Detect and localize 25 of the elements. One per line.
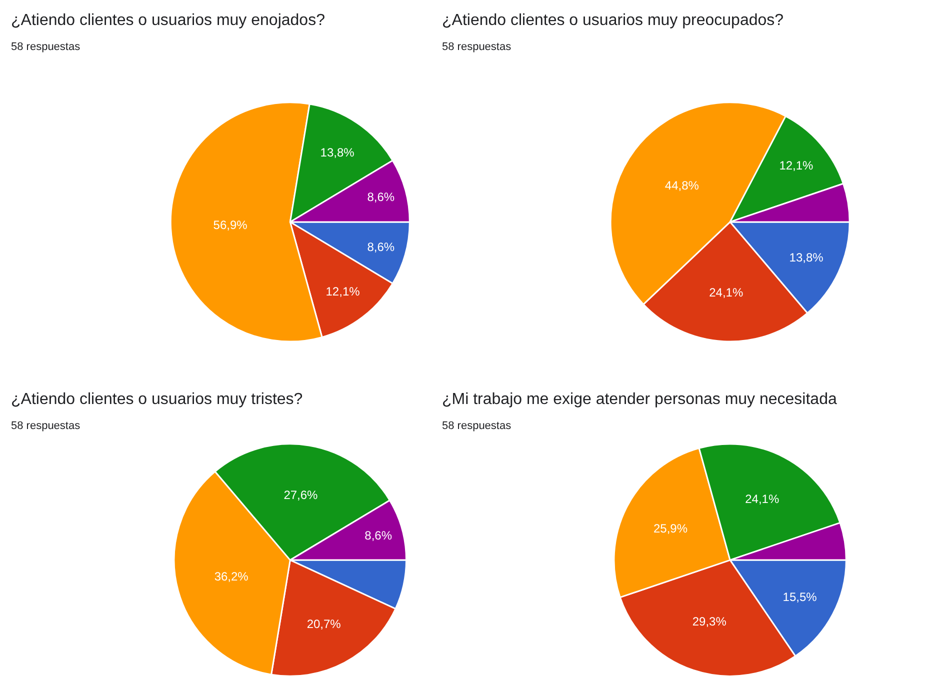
data-label: 8,6% [367,190,395,204]
data-label: 25,9% [653,522,688,536]
text: 58 respuestas [442,41,512,53]
data-label: 12,1% [779,158,814,172]
chart-title: ¿Atiendo clientes o usuarios muy enojados? [11,12,326,29]
data-label: 44,8% [664,178,700,193]
data-label: 29,3% [692,614,727,628]
data-label: 12,1% [326,284,360,298]
text: 58 respuestas [11,420,81,432]
data-label: 13,8% [789,250,824,264]
chart-title: ¿Mi trabajo me exige atender personas muy necesitada [442,391,837,408]
data-label: 15,5% [782,590,818,604]
text: 58 respuestas [11,41,81,53]
chart-title: ¿Atiendo clientes o usuarios muy tristes? [11,391,303,408]
data-label: 27,6% [284,488,318,502]
text: 58 respuestas [442,420,512,432]
data-label: 20,7% [306,616,342,631]
data-label: 8,6% [364,528,392,543]
data-label: 24,1% [709,286,744,300]
data-label: 56,9% [213,218,248,232]
data-label: 8,6% [367,240,395,254]
data-label: 36,2% [214,569,249,584]
chart-title: ¿Atiendo clientes o usuarios muy preocupados? [442,12,784,29]
data-label: 24,1% [745,492,780,506]
data-label: 13,8% [320,145,355,160]
